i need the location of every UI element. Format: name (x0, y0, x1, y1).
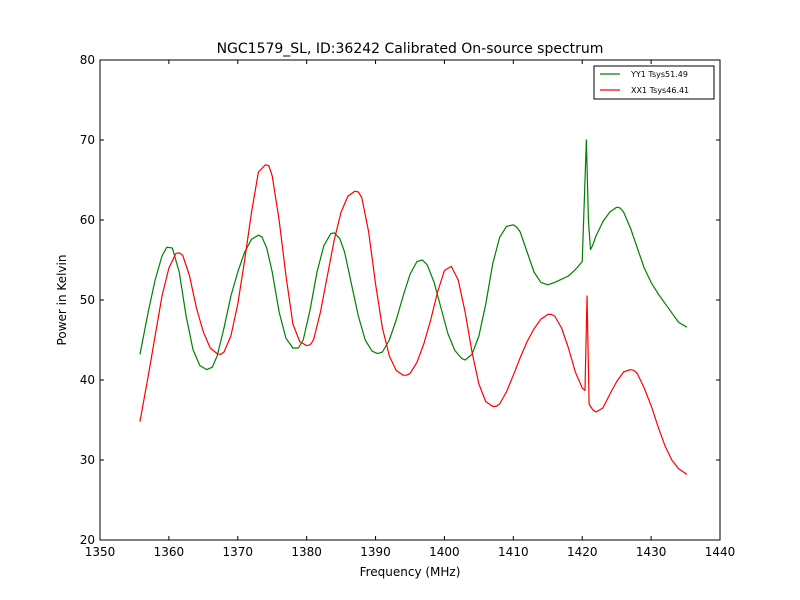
y-tick-label: 30 (80, 453, 95, 467)
x-tick-label: 1440 (705, 545, 736, 559)
x-tick-label: 1350 (85, 545, 116, 559)
series-line-xx1 (139, 164, 688, 475)
y-tick-label: 80 (80, 53, 95, 67)
y-tick-label: 40 (80, 373, 95, 387)
series-line-yy1 (139, 139, 688, 371)
x-tick-label: 1420 (567, 545, 598, 559)
y-axis-label: Power in Kelvin (55, 255, 69, 346)
legend-box (593, 65, 715, 100)
legend-label-xx1: XX1 Tsys46.41 (631, 86, 689, 95)
y-tick-label: 50 (80, 293, 95, 307)
x-tick-label: 1410 (498, 545, 529, 559)
y-tick-label: 20 (80, 533, 95, 547)
chart-title: NGC1579_SL, ID:36242 Calibrated On-sourc… (217, 41, 604, 57)
x-tick-label: 1400 (429, 545, 460, 559)
x-tick-label: 1380 (291, 545, 322, 559)
x-tick-label: 1430 (636, 545, 667, 559)
x-axis-label: Frequency (MHz) (360, 565, 461, 579)
legend: YY1 Tsys51.49 XX1 Tsys46.41 (593, 65, 715, 100)
y-tick-label: 60 (80, 213, 95, 227)
legend-label-yy1: YY1 Tsys51.49 (630, 70, 688, 79)
x-tick-label: 1390 (360, 545, 391, 559)
x-tick-label: 1370 (223, 545, 254, 559)
y-tick-label: 70 (80, 133, 95, 147)
plot-frame (99, 59, 721, 541)
x-tick-label: 1360 (154, 545, 185, 559)
tick-layer: 1350 1360 1370 1380 1390 1400 1410 1420 1430 1440… (80, 53, 736, 559)
series-layer (139, 139, 688, 475)
